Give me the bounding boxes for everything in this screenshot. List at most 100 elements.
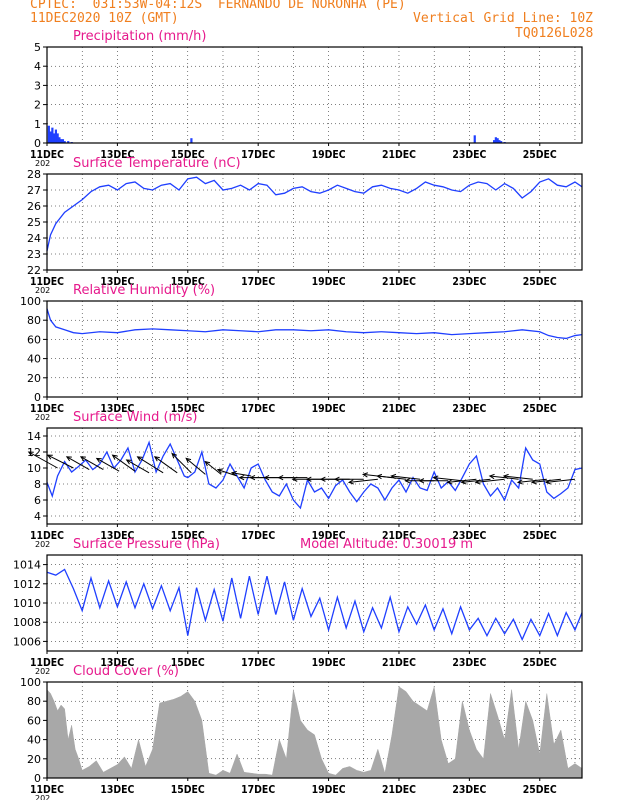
wind-arrow-head — [545, 479, 552, 485]
wind-arrow — [461, 478, 491, 483]
y-tick-label: 4 — [34, 60, 41, 73]
wind-arrow-head — [230, 470, 237, 477]
x-tick-label: 23DEC — [452, 148, 486, 161]
wind-arrow-head — [530, 479, 537, 485]
y-tick-label: 23 — [27, 248, 41, 261]
x-tick-label: 13DEC — [100, 402, 134, 415]
precip-bar — [54, 129, 57, 143]
x-tick-label: 25DEC — [523, 529, 557, 542]
precip-bar — [190, 138, 193, 143]
x-tick-label: 19DEC — [312, 275, 346, 288]
wind-arrow-head — [418, 478, 425, 484]
wind-arrow-head — [125, 459, 132, 465]
wind-arrow — [204, 461, 222, 475]
wind-arrow — [217, 469, 238, 477]
wind-arrow-head — [446, 479, 453, 485]
x-tick-label: 13DEC — [100, 275, 134, 288]
panel-humidity — [43, 300, 583, 400]
wind-arrow-head — [516, 479, 523, 485]
y-tick-label: 1 — [34, 118, 41, 131]
y-tick-label: 0 — [34, 391, 41, 404]
series-line-wind — [46, 440, 583, 510]
x-tick-label: 25DEC — [523, 275, 557, 288]
y-tick-label: 8 — [34, 478, 41, 491]
y-tick-label: 26 — [27, 200, 41, 213]
x-tick-label: 19DEC — [312, 529, 346, 542]
y-tick-label: 60 — [27, 714, 41, 727]
wind-arrow-head — [171, 452, 177, 459]
wind-arrow-head — [432, 475, 439, 481]
header-grid-line-info: Vertical Grid Line: 10Z — [413, 11, 594, 26]
x-tick-label: 11DEC — [30, 529, 64, 542]
wind-arrow — [137, 456, 164, 474]
series-line-temperature — [46, 176, 583, 251]
x-tick-label: 13DEC — [100, 656, 134, 669]
wind-arrow — [126, 459, 150, 474]
wind-arrow — [80, 456, 104, 471]
y-tick-label: 4 — [34, 510, 41, 523]
wind-arrow — [475, 478, 505, 483]
wind-arrow-head — [238, 474, 245, 481]
x-tick-label: 21DEC — [382, 148, 416, 161]
x-tick-label: 23DEC — [452, 783, 486, 796]
x-tick-label: 13DEC — [100, 529, 134, 542]
precip-bar — [500, 141, 503, 143]
x-tick-label: 23DEC — [452, 656, 486, 669]
wind-arrow-head — [27, 451, 34, 457]
x-tick-label: 17DEC — [241, 275, 275, 288]
precip-bar — [49, 131, 52, 143]
panel-title: Cloud Cover (%) — [73, 664, 179, 679]
x-tick-label: 13DEC — [100, 783, 134, 796]
precip-bar — [61, 139, 65, 143]
x-tick-label: 13DEC — [100, 148, 134, 161]
x-tick-label: 15DEC — [171, 275, 205, 288]
x-tick-label: 17DEC — [241, 529, 275, 542]
x-tick-label: 25DEC — [523, 402, 557, 415]
panel-precipitation — [43, 46, 583, 146]
x-axis-year-fragment: 202 — [35, 667, 50, 676]
y-tick-label: 1006 — [13, 635, 41, 648]
x-tick-label: 23DEC — [452, 529, 486, 542]
y-tick-label: 0 — [34, 772, 41, 785]
wind-arrow-head — [460, 479, 467, 485]
x-axis-year-fragment: 202 — [35, 413, 50, 422]
wind-arrow-head — [185, 457, 192, 464]
wind-arrow — [546, 478, 576, 483]
wind-arrow-head — [263, 474, 270, 481]
precip-bar — [53, 133, 56, 143]
y-tick-label: 10 — [27, 462, 41, 475]
wind-arrow-head — [136, 456, 143, 462]
y-tick-label: 20 — [27, 372, 41, 385]
wind-arrow — [503, 475, 533, 480]
panel-title: Surface Temperature (nC) — [73, 156, 241, 171]
y-tick-label: 60 — [27, 333, 41, 346]
x-tick-label: 21DEC — [382, 656, 416, 669]
panel-pressure — [43, 554, 583, 654]
wind-arrow — [391, 475, 421, 480]
wind-arrow-head — [474, 479, 481, 485]
precip-bar — [493, 140, 496, 143]
y-tick-label: 100 — [20, 676, 41, 689]
y-tick-label: 80 — [27, 695, 41, 708]
wind-arrow-head — [46, 454, 53, 460]
wind-arrow-head — [390, 473, 397, 480]
header-station-line: CPTEC: 031:53W-04:12S FERNANDO DE NORONH… — [30, 0, 406, 12]
wind-arrow-head — [216, 468, 223, 474]
wind-arrow-head — [404, 478, 411, 484]
y-tick-label: 40 — [27, 734, 41, 747]
x-axis-year-fragment: 202 — [35, 159, 50, 168]
wind-arrow — [112, 454, 136, 472]
y-tick-label: 1012 — [13, 578, 41, 591]
wind-arrow-head — [502, 473, 509, 480]
wind-arrow-head — [347, 479, 354, 485]
x-tick-label: 17DEC — [241, 148, 275, 161]
panel-cloud-cover — [43, 681, 583, 781]
y-tick-label: 3 — [34, 79, 41, 92]
panel-wind — [27, 427, 583, 527]
x-tick-label: 25DEC — [523, 148, 557, 161]
y-tick-label: 6 — [34, 494, 41, 507]
y-tick-label: 2 — [34, 99, 41, 112]
y-tick-label: 100 — [20, 295, 41, 308]
wind-arrow — [66, 456, 90, 471]
